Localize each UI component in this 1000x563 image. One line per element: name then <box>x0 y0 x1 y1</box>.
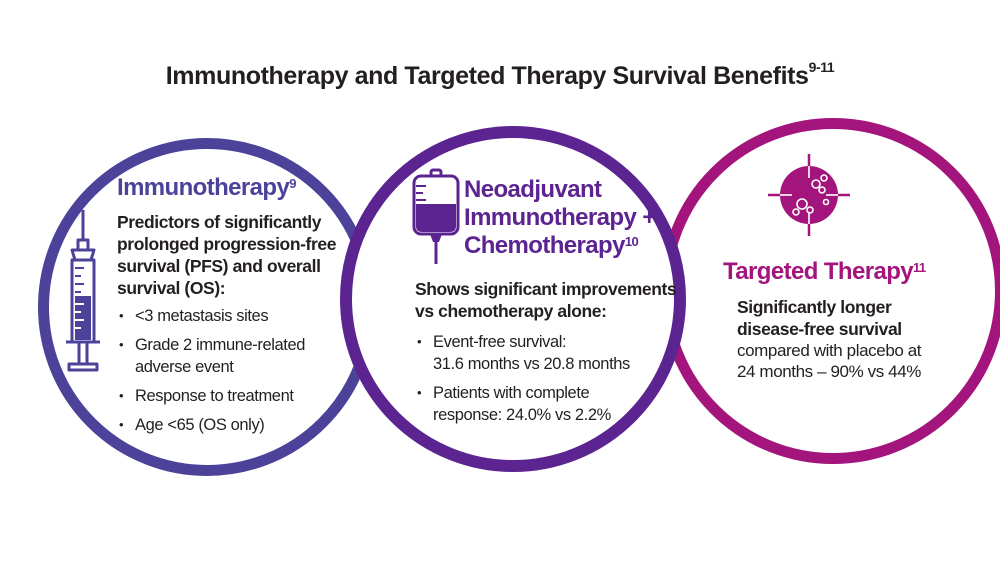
neoadjuvant-subheading: Shows significant improvements vs chemot… <box>415 279 677 321</box>
list-item: Age <65 (OS only) <box>117 414 336 436</box>
immunotherapy-panel: Immunotherapy9 Predictors of significant… <box>117 174 336 436</box>
targeted-therapy-bold-text: Significantly longer disease-free surviv… <box>737 297 902 339</box>
syringe-icon <box>66 210 100 372</box>
immunotherapy-heading: Immunotherapy9 <box>117 174 296 201</box>
list-item: Response to treatment <box>117 385 336 407</box>
immunotherapy-bullet-list: <3 metastasis sites Grade 2 immune-relat… <box>117 305 336 436</box>
list-item: Event-free survival:31.6 months vs 20.8 … <box>415 331 676 375</box>
iv-bag-icon <box>412 168 460 264</box>
targeted-therapy-detail-text: compared with placebo at 24 months – 90%… <box>737 341 922 381</box>
targeted-therapy-heading: Targeted Therapy11 <box>723 258 926 285</box>
neoadjuvant-heading: Neoadjuvant Immunotherapy + Chemotherapy10 <box>464 176 656 259</box>
targeted-therapy-panel: Targeted Therapy11 Significantly longer … <box>723 258 926 382</box>
list-item: <3 metastasis sites <box>117 305 336 327</box>
page-title: Immunotherapy and Targeted Therapy Survi… <box>165 59 835 90</box>
title-reference: 9-11 <box>808 59 835 75</box>
target-cells-icon <box>768 154 850 236</box>
neoadjuvant-bullet-list: Event-free survival:31.6 months vs 20.8 … <box>415 331 676 426</box>
neoadjuvant-panel: Shows significant improvements vs chemot… <box>415 278 677 426</box>
immunotherapy-subheading: Predictors of significantly prolonged pr… <box>117 212 337 298</box>
